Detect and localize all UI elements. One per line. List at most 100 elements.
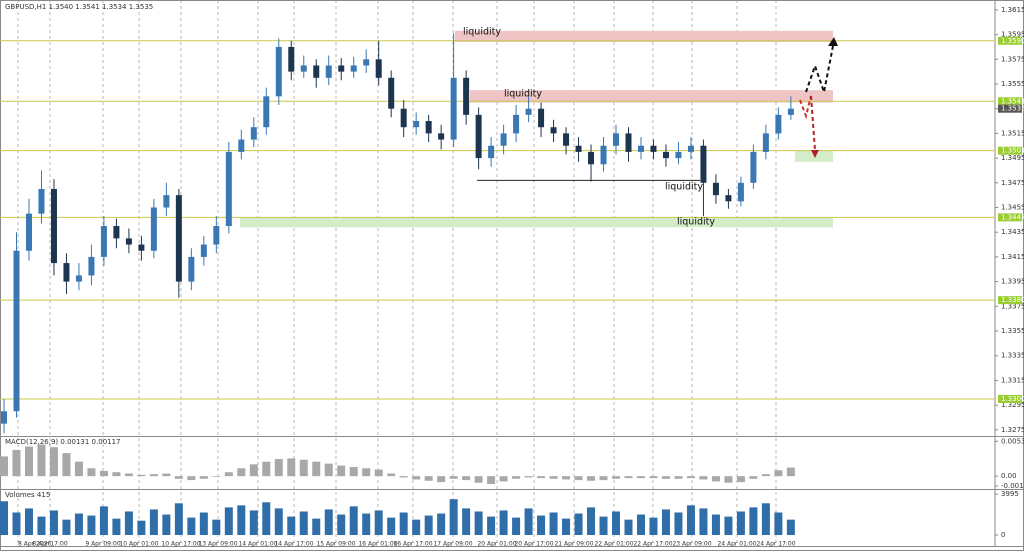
x-tick-label: 16 Apr 17:00 [393,541,432,548]
candle-body [725,195,732,202]
indicator-bar [124,473,133,477]
y-tick-label: 1.3395 [1001,278,1024,286]
candle-body [350,65,357,72]
candle-body [188,256,195,282]
indicator-bar [349,466,358,477]
y-tick-label: 1.3495 [1001,154,1024,162]
y-tick-label: 0 [1001,531,1005,539]
candle-body [150,207,157,251]
indicator-bar [287,458,296,477]
y-tick-label: 1.3375 [1001,302,1024,310]
indicator-bar [249,510,258,535]
indicator-bar [24,508,33,535]
x-tick-label: 15 Apr 09:00 [316,541,355,548]
indicator-bar [499,476,508,482]
y-tick-label: 1.3415 [1001,253,1024,261]
indicator-bar [374,510,383,535]
candle-body [125,238,132,245]
y-tick-label: 1.3555 [1001,80,1024,88]
candle-body [613,133,620,146]
indicator-bar [549,512,558,535]
candle-body [488,145,495,159]
indicator-bar [761,474,770,477]
candle-body [325,65,332,78]
level-tag [998,296,1022,305]
candle-body [413,121,420,128]
candle-body [250,127,257,140]
indicator-bar [636,476,645,479]
candle-body [575,145,582,152]
indicator-bar [87,515,96,535]
candle-body [38,188,45,214]
candle-body [63,263,70,282]
indicator-bar [599,476,608,481]
candle-body [475,114,482,159]
indicator-bar [449,499,458,535]
candle-body [762,133,769,152]
level-tag [998,146,1022,155]
bullish-arrow-path [805,45,834,96]
candle-body [225,151,232,227]
level-tag [998,97,1022,106]
y-tick-label: 1.3315 [1001,376,1024,384]
indicator-bar [212,519,221,535]
indicator-bar [487,516,496,535]
indicator-bar [562,476,571,480]
candle-body [50,188,57,264]
candle-body [338,65,345,72]
indicator-bar [437,476,446,483]
indicator-bar [249,464,258,477]
indicator-bar [174,476,183,479]
candle-body [313,65,320,78]
indicator-bar [649,517,658,535]
candle-body [375,59,382,78]
x-tick-label: 21 Apr 09:00 [554,541,593,548]
indicator-bar [299,511,308,535]
arrow-head [811,150,819,158]
level-tag [998,394,1022,403]
indicator-bar [149,509,158,535]
arrow-head [828,37,838,46]
indicator-bar [487,476,496,485]
x-tick-label: 14 Apr 17:00 [274,541,313,548]
indicator-bar [337,465,346,477]
indicator-bar [674,476,683,479]
candle-body [750,151,757,183]
candle-body [500,133,507,146]
liquidity-zone [470,90,833,103]
candle-body [650,145,657,152]
indicator-bar [711,514,720,535]
indicator-bar [312,518,321,535]
y-tick-label: 1.3455 [1001,204,1024,212]
indicator-bar [624,476,633,479]
level-tag [998,104,1022,113]
indicator-bar [449,476,458,479]
indicator-bar [124,511,133,535]
indicator-bar [162,473,171,477]
candle-body [675,151,682,159]
candle-body [662,151,669,159]
bearish-arrow-path [799,95,812,120]
indicator-bar [0,456,8,477]
indicator-bar [274,459,283,477]
candle-body [88,256,95,276]
candle-body [563,133,570,146]
x-tick-label: 14 Apr 01:00 [238,541,277,548]
level-label: 1.3541 [1001,97,1024,105]
candle-body [25,213,32,251]
candle-body [775,114,782,134]
indicator-bar [99,506,108,535]
x-tick-label: 8 Apr 17:00 [32,541,67,548]
indicator-bar [362,468,371,477]
level-label: 1.3300 [1001,395,1024,403]
indicator-bar [749,507,758,535]
candle-body [75,275,82,282]
indicator-bar [24,446,33,477]
y-tick-label: 0.0053 [1001,437,1024,445]
candle-body [138,244,145,251]
x-tick-label: 10 Apr 17:00 [161,541,200,548]
level-label: 1.3535 [1001,105,1024,113]
macd-header: MACD(12,26,9) 0.00131 0.00117 [5,438,121,446]
x-tick-label: 22 Apr 01:00 [594,541,633,548]
